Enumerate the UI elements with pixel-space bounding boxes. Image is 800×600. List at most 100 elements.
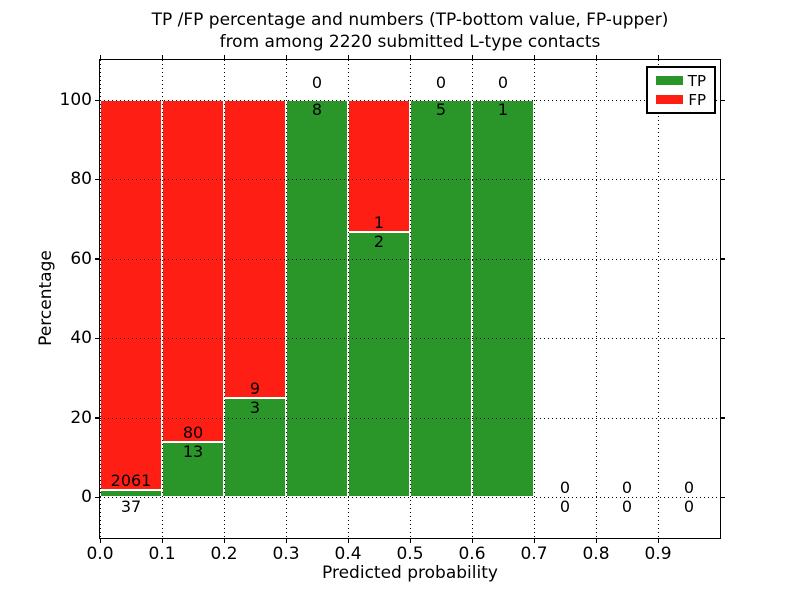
tick-label-y-20: 20	[70, 407, 92, 428]
bar-tp-2	[224, 397, 286, 497]
bar-tp-1	[162, 441, 224, 497]
tick-y-left-40	[95, 337, 100, 340]
chart-title-line-2: from among 2220 submitted L-type contact…	[219, 32, 601, 52]
bar-tp-4	[348, 232, 410, 497]
tick-label-x-0.5: 0.5	[396, 544, 424, 564]
gridline-x-0.5	[410, 60, 411, 538]
tick-label-x-0.0: 0.0	[86, 544, 114, 564]
bar-fp-0	[100, 100, 162, 490]
bar-label-tp-0: 37	[120, 497, 142, 516]
bar-label-fp-2: 9	[249, 378, 261, 398]
tick-x-bottom-0.9	[657, 538, 659, 543]
gridline-x-0.2	[224, 60, 225, 538]
bar-label-fp-6: 0	[497, 73, 509, 92]
tick-x-bottom-0.1	[161, 538, 163, 543]
tick-label-x-0.9: 0.9	[644, 544, 672, 564]
tick-x-top-0.0	[99, 55, 101, 60]
bar-label-tp-9: 0	[683, 497, 695, 516]
bar-tp-3	[286, 100, 348, 497]
gridline-x-0.6	[472, 60, 473, 538]
legend-swatch-fp	[656, 95, 683, 104]
tick-x-bottom-0.4	[347, 538, 349, 543]
tick-x-top-0.3	[285, 55, 287, 60]
gridline-x-0.9	[658, 60, 659, 538]
tick-x-bottom-0.2	[223, 538, 225, 543]
legend: TP FP	[646, 66, 716, 114]
bar-label-tp-1: 13	[182, 441, 204, 461]
bar-label-tp-7: 0	[559, 497, 571, 516]
bar-fp-1	[162, 100, 224, 442]
bar-label-tp-4: 2	[373, 232, 385, 252]
tick-x-top-0.8	[595, 55, 597, 60]
tick-x-top-0.7	[533, 55, 535, 60]
tick-y-left-80	[95, 178, 100, 181]
tick-x-top-0.4	[347, 55, 349, 60]
tick-label-x-0.8: 0.8	[582, 544, 610, 564]
tick-label-y-40: 40	[70, 328, 92, 349]
bar-label-tp-8: 0	[621, 497, 633, 516]
tick-label-y-60: 60	[70, 248, 92, 269]
tick-y-right-20	[720, 417, 725, 419]
tick-x-bottom-0.3	[285, 538, 287, 543]
tick-label-y-100: 100	[59, 90, 92, 110]
chart-title: TP /FP percentage and numbers (TP-bottom…	[100, 9, 720, 53]
tick-y-right-80	[720, 178, 725, 181]
tick-x-top-0.6	[471, 55, 473, 60]
x-axis-label: Predicted probability	[322, 563, 498, 583]
gridline-x-0.3	[286, 60, 287, 538]
tick-x-bottom-0.0	[99, 538, 101, 543]
legend-label-fp: FP	[688, 90, 706, 109]
bar-label-tp-3: 8	[311, 100, 323, 119]
tick-label-y-80: 80	[70, 169, 92, 190]
tick-y-left-60	[95, 258, 100, 260]
bar-label-fp-5: 0	[435, 73, 447, 92]
tick-label-x-0.7: 0.7	[520, 544, 548, 564]
tick-label-y-0: 0	[81, 487, 92, 507]
tick-y-right-60	[720, 258, 725, 260]
bar-label-fp-9: 0	[683, 478, 695, 497]
bar-fp-2	[224, 100, 286, 398]
bar-label-tp-6: 1	[497, 100, 509, 119]
tick-label-x-0.6: 0.6	[458, 544, 486, 564]
tick-x-bottom-0.8	[595, 538, 597, 543]
tick-label-x-0.2: 0.2	[210, 544, 238, 564]
tick-label-x-0.4: 0.4	[334, 544, 362, 564]
bar-tp-0	[100, 489, 162, 497]
bar-label-tp-5: 5	[435, 100, 447, 119]
bar-label-fp-7: 0	[559, 478, 571, 497]
tick-x-top-0.9	[657, 55, 659, 60]
tick-y-left-100	[95, 99, 100, 101]
tick-x-top-0.1	[161, 55, 163, 60]
gridline-x-0.1	[162, 60, 163, 538]
bar-label-fp-3: 0	[311, 73, 323, 92]
bar-label-fp-8: 0	[621, 478, 633, 497]
bar-tp-5	[410, 100, 472, 497]
tick-y-left-20	[95, 417, 100, 419]
bar-label-fp-0: 2061	[110, 470, 152, 490]
tick-x-top-0.5	[409, 55, 411, 60]
tick-label-x-0.3: 0.3	[272, 544, 300, 564]
tick-x-bottom-0.6	[471, 538, 473, 543]
tick-x-bottom-0.7	[533, 538, 535, 543]
gridline-x-0.4	[348, 60, 349, 538]
bar-label-fp-1: 80	[182, 422, 204, 442]
legend-label-tp: TP	[687, 71, 706, 90]
bar-label-tp-2: 3	[249, 397, 261, 417]
legend-swatch-tp	[656, 76, 683, 85]
legend-item-tp: TP	[656, 72, 706, 90]
bar-tp-6	[472, 100, 534, 497]
gridline-x-0.0	[100, 60, 101, 538]
tick-label-x-0.1: 0.1	[148, 544, 176, 564]
bar-label-fp-4: 1	[373, 213, 385, 233]
tick-y-right-0	[720, 496, 725, 498]
chart-title-line-1: TP /FP percentage and numbers (TP-bottom…	[151, 10, 669, 30]
legend-item-fp: FP	[656, 91, 706, 109]
gridline-x-0.8	[596, 60, 597, 538]
tick-x-top-0.2	[223, 55, 225, 60]
tick-y-right-40	[720, 337, 725, 340]
tick-x-bottom-0.5	[409, 538, 411, 543]
tick-y-right-100	[720, 99, 725, 101]
gridline-x-0.7	[534, 60, 535, 538]
tick-y-left-0	[95, 496, 100, 498]
